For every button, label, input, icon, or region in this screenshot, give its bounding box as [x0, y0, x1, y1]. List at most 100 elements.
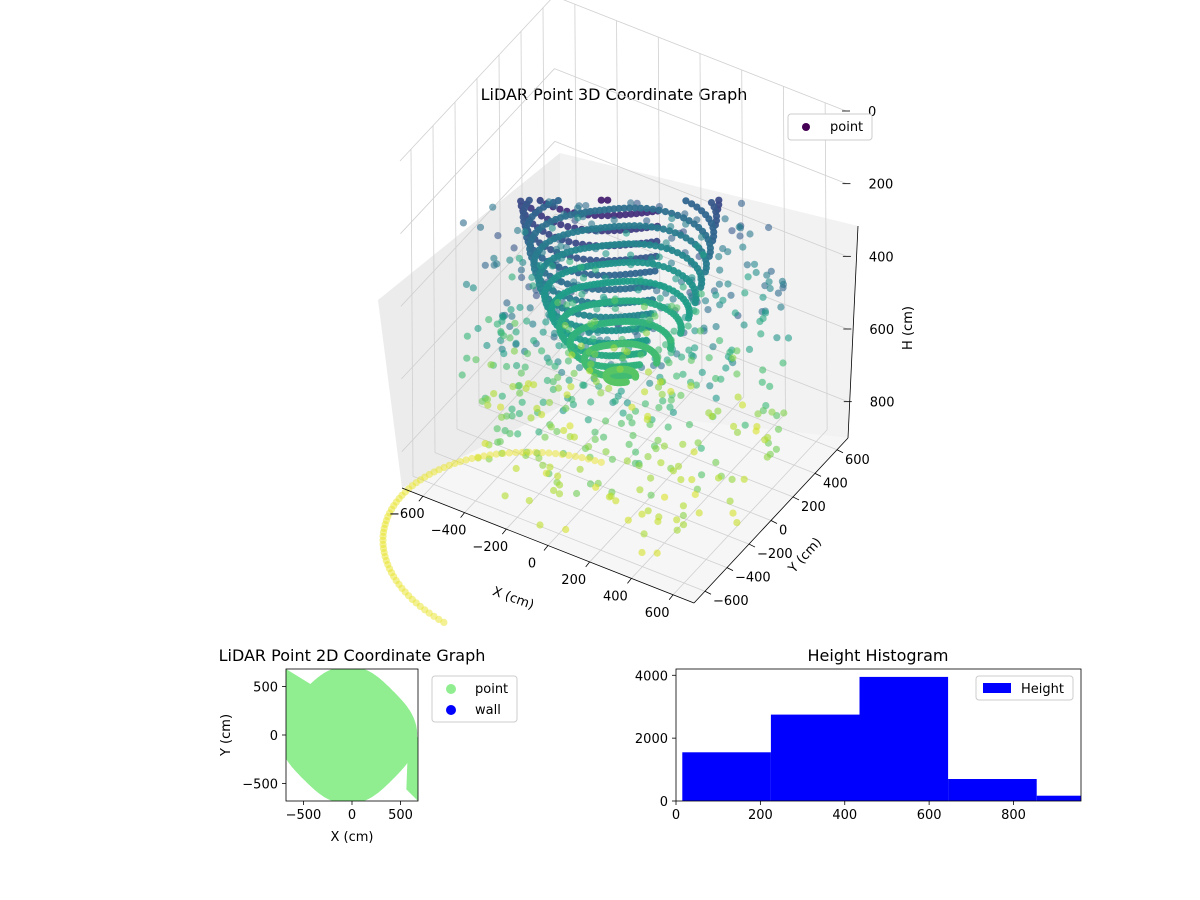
scatter-point-3d: [661, 208, 670, 216]
scatter-point-3d: [498, 413, 506, 421]
scatter-point-3d: [722, 364, 730, 372]
scatter-point-3d: [535, 454, 543, 462]
y-tick-label: −600: [713, 594, 749, 609]
scatter-point-3d: [462, 456, 470, 464]
scatter-point-3d: [636, 275, 645, 284]
scatter-point-3d: [525, 497, 533, 505]
scatter-point-3d: [532, 292, 541, 300]
scatter-point-3d: [698, 368, 706, 376]
scatter-point-3d: [545, 449, 553, 457]
scatter-point-3d: [728, 475, 736, 483]
scatter-point-3d: [773, 334, 781, 342]
scatter-point-3d: [498, 392, 506, 400]
scatter-point-3d: [532, 448, 540, 456]
scatter-point-3d: [468, 454, 476, 463]
scatter-point-3d: [546, 463, 554, 471]
scatter-point-3d: [685, 421, 694, 429]
scatter-point-3d: [620, 222, 628, 230]
scatter-point-3d: [514, 226, 522, 235]
scatter-point-3d: [506, 256, 514, 264]
legend-2d-wall-label: wall: [475, 703, 501, 718]
scatter-point-3d: [640, 303, 649, 311]
scatter-point-3d: [506, 430, 514, 438]
scatter-point-3d: [576, 465, 584, 473]
scatter-point-3d: [633, 331, 641, 339]
points-3d: [379, 196, 793, 627]
scatter-point-3d: [693, 242, 701, 250]
scatter-point-3d: [517, 369, 525, 377]
scatter-point-3d: [737, 199, 746, 207]
scatter-point-3d: [440, 618, 448, 627]
scatter-point-3d: [729, 354, 737, 362]
scatter-point-3d: [580, 255, 588, 263]
scatter-point-3d: [547, 246, 555, 254]
scatter-point-2d-edge: [286, 669, 312, 735]
scatter-point-3d: [673, 516, 681, 524]
scatter-point-3d: [628, 403, 636, 411]
scatter-point-3d: [503, 362, 511, 371]
scatter-point-3d: [752, 268, 760, 277]
scatter-point-3d: [766, 382, 774, 390]
scatter-point-3d: [692, 381, 701, 389]
scatter-point-3d: [632, 210, 641, 218]
scatter-point-3d: [512, 464, 520, 473]
scatter-point-3d: [647, 474, 655, 482]
legend-histogram: Height: [975, 675, 1074, 701]
scatter-point-3d: [602, 313, 610, 321]
scatter-point-3d: [481, 439, 489, 448]
scatter-point-3d: [584, 455, 593, 463]
scatter-point-3d: [533, 404, 541, 412]
x-tick-mark: [460, 512, 465, 518]
scatter-point-3d: [625, 440, 633, 448]
scatter-point-3d: [726, 348, 734, 356]
scatter-point-3d: [679, 370, 687, 378]
scatter-point-3d: [515, 254, 523, 262]
scatter-point-3d: [586, 256, 594, 264]
scatter-point-3d: [710, 203, 718, 211]
scatter-point-3d: [600, 286, 608, 294]
scatter-point-3d: [591, 266, 600, 274]
scatter-point-3d: [688, 274, 696, 282]
z-tick-label: 600: [869, 323, 894, 338]
scatter-point-3d: [606, 286, 614, 294]
scatter-point-3d: [740, 321, 748, 329]
scatter-point-3d: [774, 289, 783, 297]
scatter-point-3d: [602, 448, 610, 456]
scatter-point-3d: [587, 271, 595, 279]
scatter-point-3d: [768, 408, 776, 416]
scatter-point-3d: [734, 393, 742, 401]
scatter-point-3d: [553, 427, 561, 436]
scatter-point-3d: [574, 214, 582, 222]
scatter-point-3d: [487, 361, 495, 369]
scatter-point-3d: [592, 378, 600, 386]
scatter-point-3d: [539, 398, 547, 406]
scatter-point-3d: [682, 220, 690, 228]
legend-histogram-box: [975, 675, 1074, 701]
scatter-point-3d: [709, 343, 717, 351]
y-tick-mark: [704, 590, 712, 595]
scatter-point-3d: [571, 452, 580, 460]
scatter-point-3d: [493, 425, 501, 433]
scatter-point-3d: [618, 335, 626, 344]
grid-line: [498, 54, 502, 382]
scatter-point-3d: [647, 255, 656, 263]
scatter-point-3d: [662, 239, 670, 247]
scatter-point-3d: [530, 337, 538, 345]
scatter-point-3d: [564, 357, 573, 365]
scatter-point-3d: [655, 404, 663, 412]
grid-line: [616, 20, 619, 348]
z-axis-label: H (cm): [901, 306, 916, 350]
scatter-point-3d: [712, 458, 720, 466]
scatter-point-3d: [744, 273, 752, 281]
grid-line: [520, 31, 524, 359]
scatter-point-3d: [667, 336, 675, 344]
x-tick-label: 600: [645, 606, 670, 621]
scatter-point-3d: [597, 458, 605, 466]
scatter-point-3d: [764, 433, 772, 442]
scatter-point-3d: [483, 395, 491, 403]
z-tick-label: 200: [868, 178, 893, 193]
grid-line: [412, 475, 706, 592]
x-tick-mark: [501, 528, 507, 535]
scatter-point-3d: [573, 254, 581, 262]
scatter-point-3d: [604, 212, 612, 220]
